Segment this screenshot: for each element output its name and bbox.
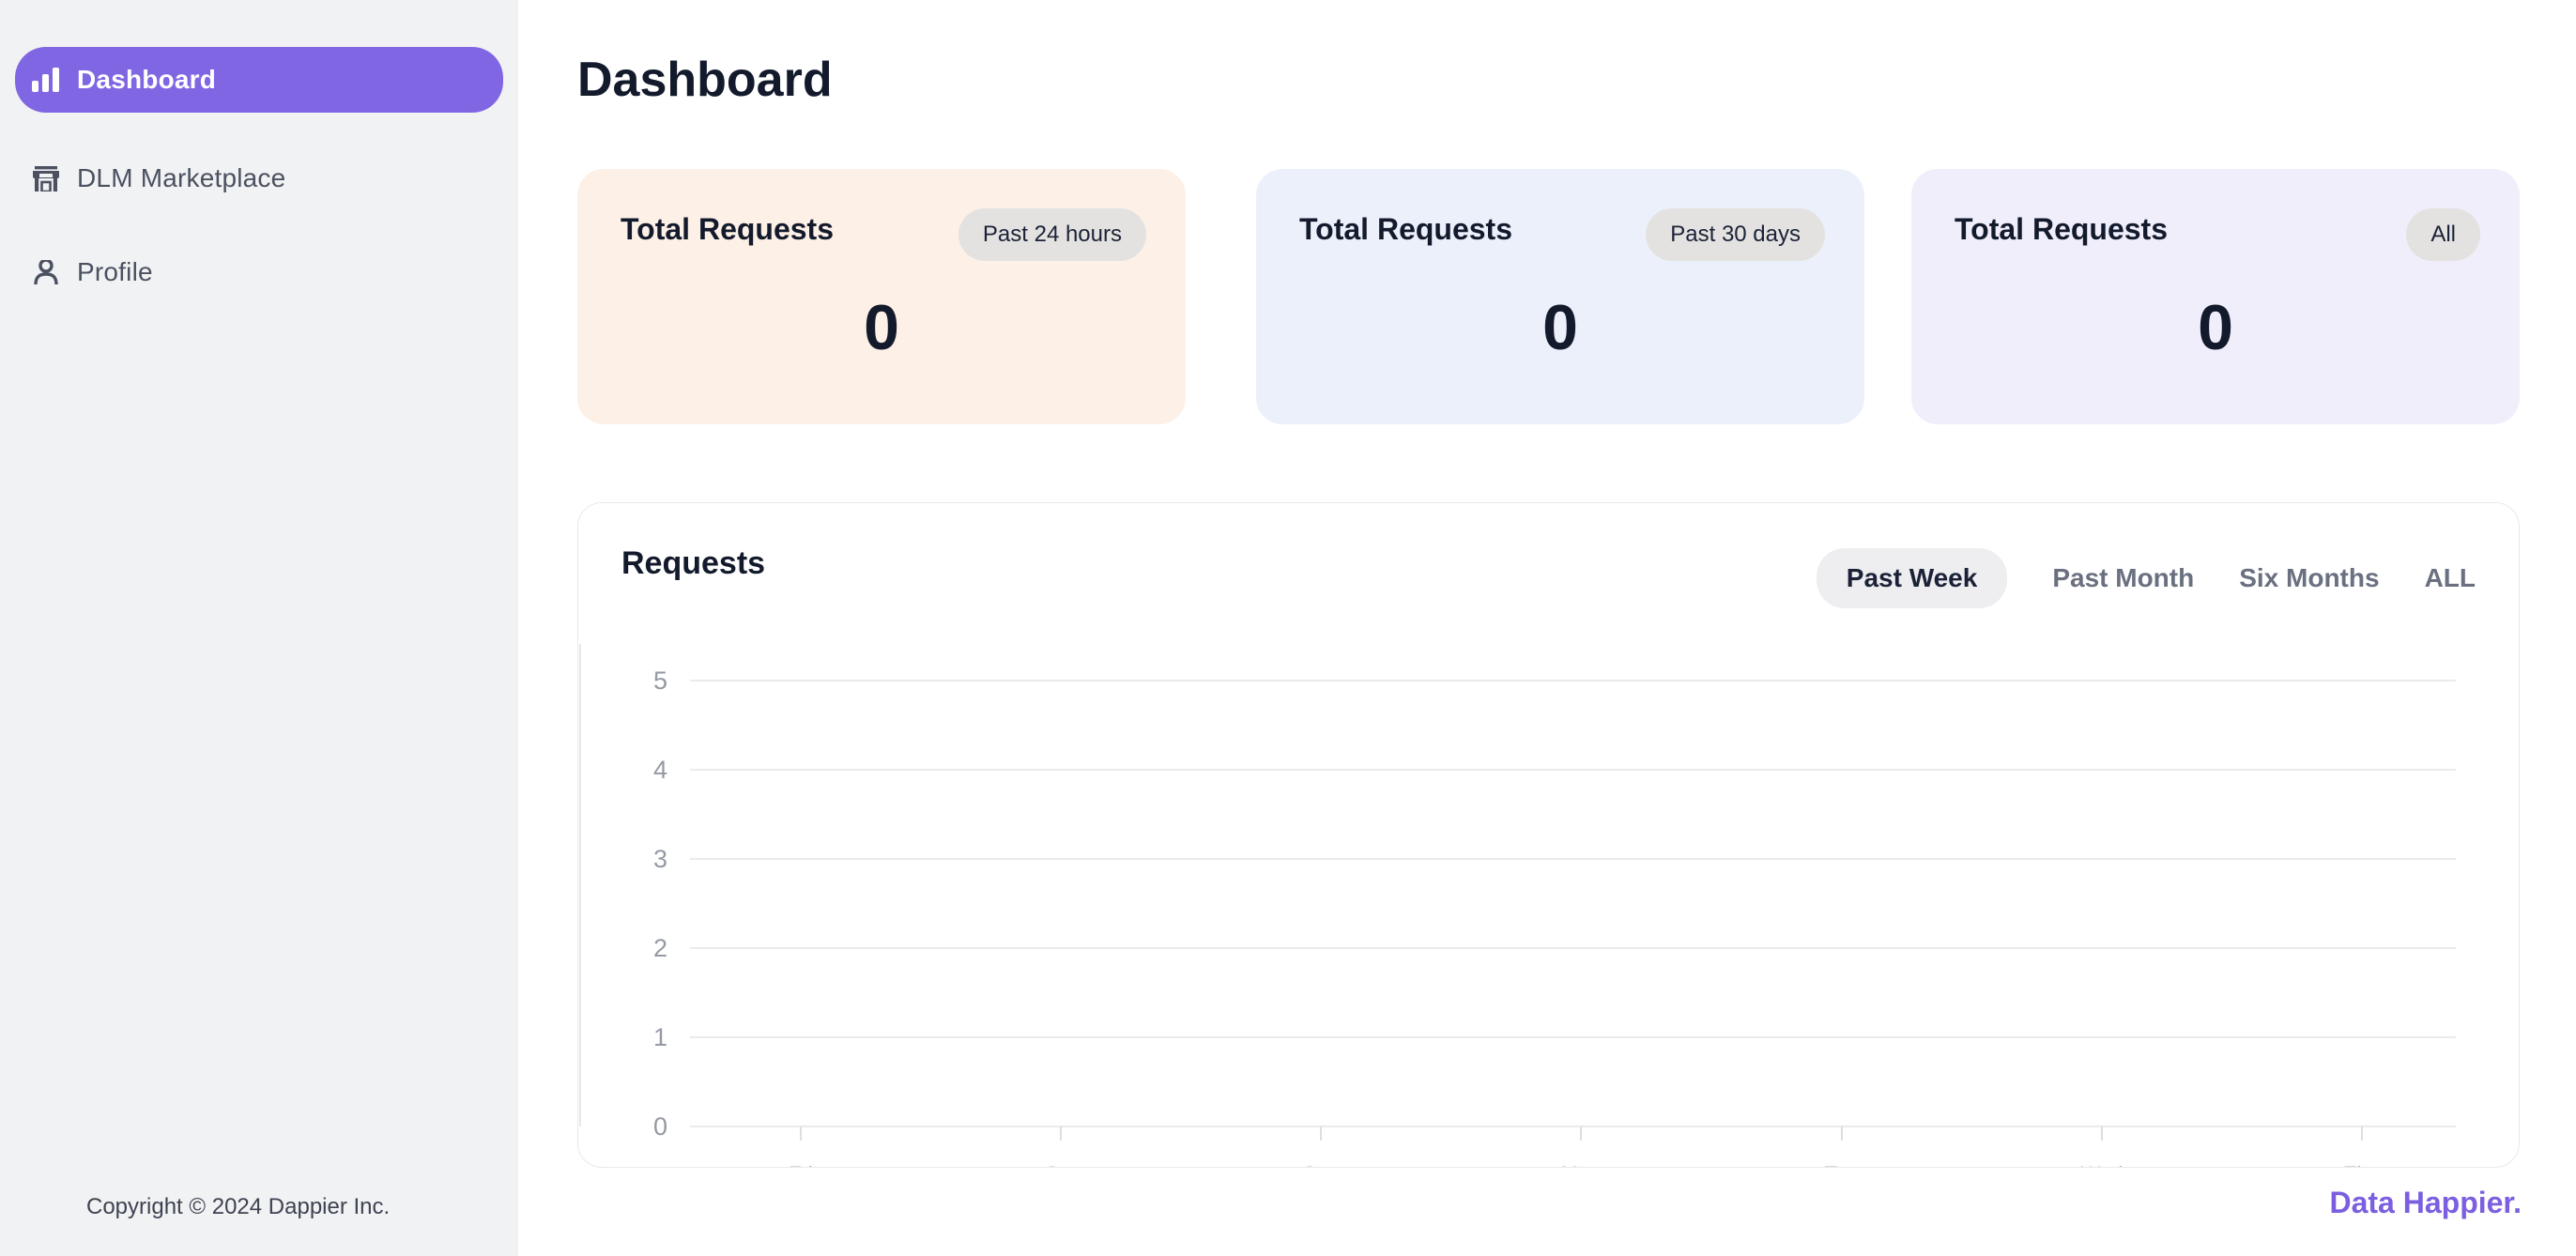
svg-text:5: 5 — [653, 666, 667, 695]
svg-text:4: 4 — [653, 756, 667, 784]
svg-text:Mon: Mon — [1561, 1162, 1602, 1168]
svg-text:0: 0 — [653, 1112, 667, 1141]
svg-text:Wed: Wed — [2081, 1162, 2124, 1168]
svg-text:Tue: Tue — [1824, 1162, 1859, 1168]
svg-text:Fri: Fri — [789, 1162, 813, 1168]
svg-text:2: 2 — [653, 934, 667, 962]
svg-text:1: 1 — [653, 1023, 667, 1051]
svg-text:Thu: Thu — [2344, 1162, 2380, 1168]
svg-text:Sat: Sat — [1045, 1162, 1076, 1168]
svg-text:3: 3 — [653, 845, 667, 873]
svg-text:Sun: Sun — [1302, 1162, 1339, 1168]
